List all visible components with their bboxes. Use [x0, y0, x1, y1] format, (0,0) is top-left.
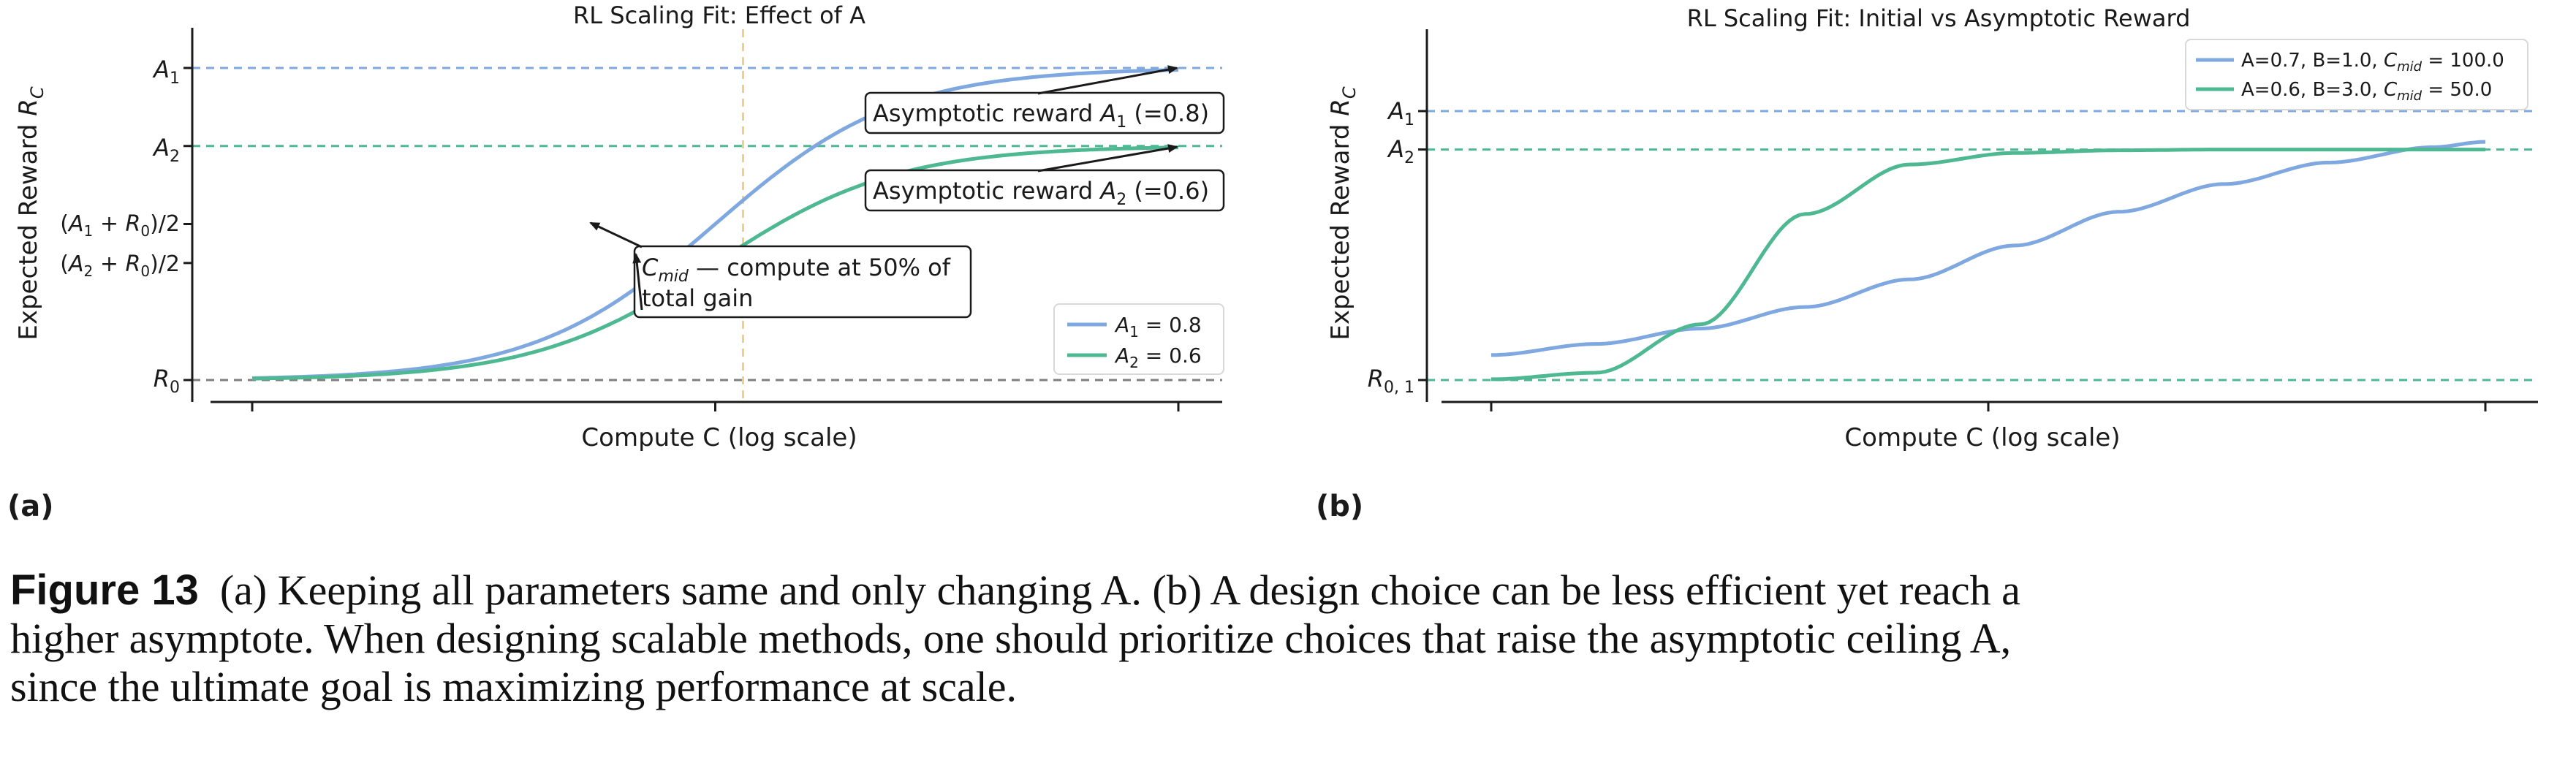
- legend-entry-a2: A2 = 0.6: [1114, 343, 1202, 371]
- x-ticks-b: [1490, 402, 2487, 411]
- ytick-label-a1-r0-half: (A1 + R0)/2: [60, 211, 180, 240]
- reference-lines-b: [1427, 110, 2538, 382]
- x-axis-label-a: Compute C (log scale): [581, 423, 857, 452]
- ytick-label-r0: R0: [154, 365, 180, 397]
- y-axis-label-b: Expected Reward RC: [1326, 86, 1360, 341]
- caption-text-1: (a) Keeping all parameters same and only…: [219, 566, 2020, 614]
- series-line-b-1: [1491, 148, 2485, 382]
- legend-entry-b2: A=0.6, B=3.0, Cmid = 50.0: [2241, 79, 2492, 104]
- series-curves-b: [1490, 140, 2486, 382]
- annotation-cmid-line1: Cmid — compute at 50% of: [642, 254, 951, 286]
- annotation-arrow-cmid-a1: [589, 221, 643, 248]
- chart-panel-a: RL Scaling Fit: Effect of A A1 A2 (A1 + …: [14, 1, 1225, 452]
- y-ticks-a: [183, 67, 192, 382]
- series-line-a-0: [251, 68, 1179, 380]
- reference-lines-a: [192, 67, 1222, 382]
- figure-caption: Figure 13 (a) Keeping all parameters sam…: [10, 566, 2569, 711]
- chart-title-a: RL Scaling Fit: Effect of A: [573, 1, 865, 29]
- legend-entry-a1: A1 = 0.8: [1114, 313, 1202, 341]
- annotation-cmid-line2: total gain: [642, 284, 753, 312]
- figure-label: Figure 13: [10, 566, 199, 614]
- annotation-box-cmid: [633, 245, 972, 319]
- y-axis-label-a: Expected Reward RC: [14, 86, 48, 341]
- ytick-label-b-a2: A2: [1387, 135, 1414, 167]
- chart-panel-b: RL Scaling Fit: Initial vs Asymptotic Re…: [1326, 4, 2538, 452]
- annotation-arrow-a2: [1037, 144, 1178, 172]
- caption-line-3: since the ultimate goal is maximizing pe…: [10, 663, 1017, 710]
- legend-b: A=0.7, B=1.0, Cmid = 100.0 A=0.6, B=3.0,…: [2185, 39, 2528, 110]
- y-ticks-b: [1418, 110, 1427, 382]
- caption-line-2: higher asymptote. When designing scalabl…: [10, 615, 2012, 662]
- series-line-b-0: [1490, 140, 2486, 357]
- ytick-label-a2-r0-half: (A2 + R0)/2: [60, 251, 180, 280]
- annotation-arrow-a1: [1037, 65, 1178, 95]
- legend-a: A1 = 0.8 A2 = 0.6: [1053, 303, 1224, 375]
- ytick-label-b-r01: R0, 1: [1368, 365, 1414, 397]
- panel-label-b: (b): [1316, 490, 1363, 523]
- figure-canvas: RL Scaling Fit: Effect of A A1 A2 (A1 + …: [7, 1, 2538, 523]
- annotation-a1: Asymptotic reward A1 (=0.8): [873, 99, 1209, 132]
- ytick-label-a1: A1: [152, 56, 180, 88]
- legend-entry-b1: A=0.7, B=1.0, Cmid = 100.0: [2241, 50, 2504, 75]
- ytick-label-b-a1: A1: [1387, 97, 1414, 129]
- x-axis-label-b: Compute C (log scale): [1844, 423, 2120, 452]
- ytick-label-a2: A2: [152, 134, 180, 166]
- annotation-a2: Asymptotic reward A2 (=0.6): [873, 177, 1209, 209]
- chart-title-b: RL Scaling Fit: Initial vs Asymptotic Re…: [1687, 4, 2191, 32]
- caption-line-1: Figure 13 (a) Keeping all parameters sam…: [10, 566, 2569, 615]
- x-ticks-a: [251, 402, 1180, 411]
- panel-label-a: (a): [7, 490, 54, 523]
- annotation-arrow-cmid-a2: [632, 253, 643, 311]
